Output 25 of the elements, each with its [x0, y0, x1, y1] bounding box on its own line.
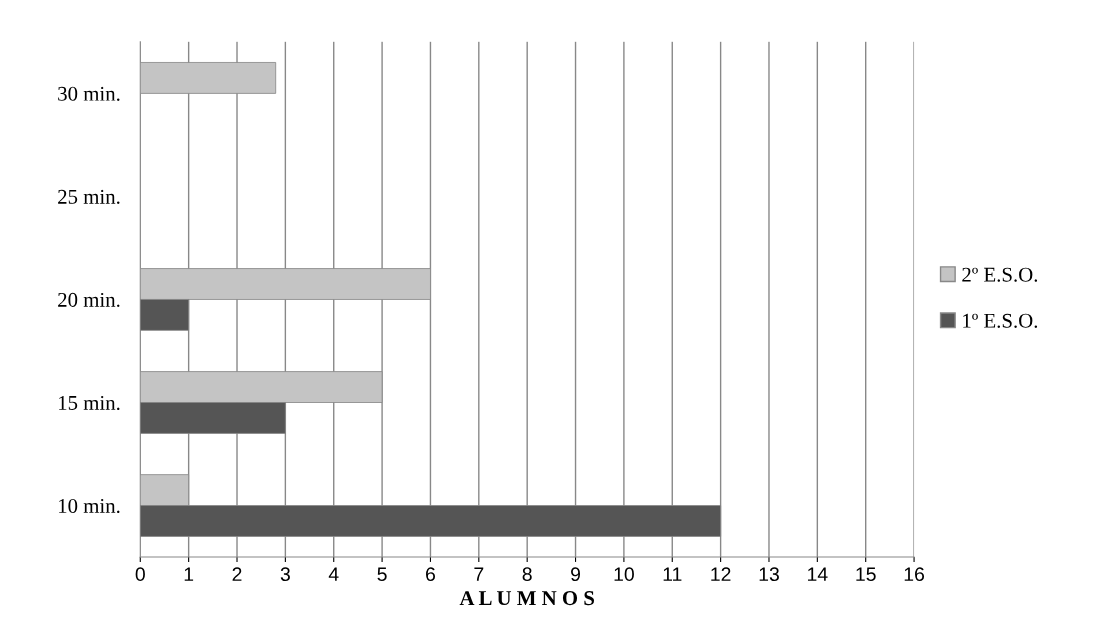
- x-tick-label: 8: [522, 567, 532, 582]
- x-tick-label: 1: [184, 567, 194, 581]
- y-tick-label: 30 min.: [58, 86, 120, 101]
- x-tick-label: 16: [904, 567, 925, 582]
- x-tick-label: 7: [474, 567, 484, 581]
- x-tick-label: 4: [328, 567, 339, 581]
- x-tick-label: 10: [614, 567, 634, 582]
- x-tick-label: 15: [856, 567, 876, 582]
- x-tick-label: 5: [377, 567, 387, 582]
- y-tick-label: 15 min.: [59, 395, 120, 411]
- y-tick-label: 25 min.: [58, 189, 120, 204]
- x-tick-label: 13: [759, 567, 779, 582]
- x-tick-label: 12: [711, 567, 731, 581]
- y-tick-label: 20 min.: [58, 292, 120, 307]
- x-tick-label: 3: [280, 567, 290, 582]
- x-axis-title: A L U M N O S: [459, 591, 595, 606]
- x-tick-label: 11: [663, 567, 682, 581]
- y-tick-label: 10 min.: [59, 498, 120, 514]
- x-tick-label: 2: [232, 567, 242, 581]
- legend-label: 1º E.S.O.: [963, 313, 1038, 328]
- x-tick-label: 9: [571, 567, 581, 582]
- legend-label: 2º E.S.O.: [962, 267, 1038, 282]
- x-tick-label: 0: [135, 567, 145, 582]
- x-tick-label: 6: [426, 567, 436, 582]
- x-tick-label: 14: [808, 567, 828, 581]
